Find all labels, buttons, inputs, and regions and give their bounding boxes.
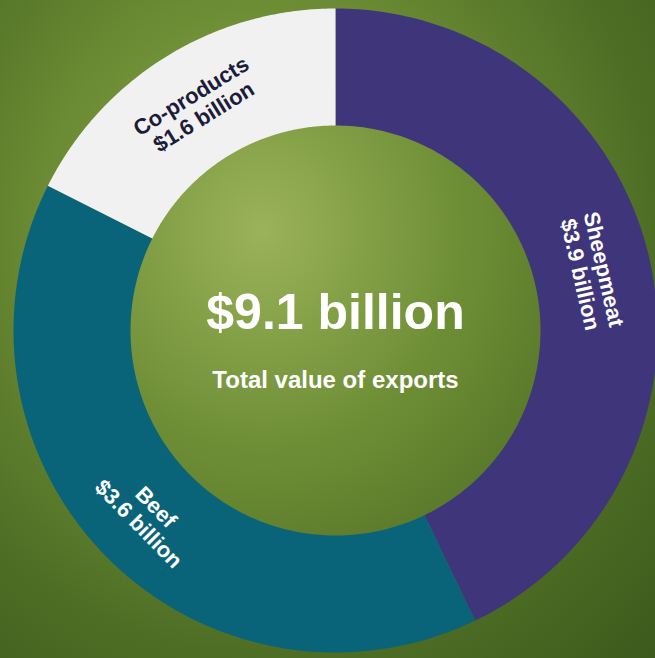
svg-text:Total value of exports: Total value of exports: [212, 366, 458, 393]
svg-text:Co-products$1.6 billion: Co-products$1.6 billion: [129, 51, 266, 161]
svg-text:$9.1 billion: $9.1 billion: [206, 284, 464, 340]
svg-text:Beef$3.6 billion: Beef$3.6 billion: [90, 458, 205, 574]
svg-text:Sheepmeat$3.9 billion: Sheepmeat$3.9 billion: [555, 209, 629, 335]
